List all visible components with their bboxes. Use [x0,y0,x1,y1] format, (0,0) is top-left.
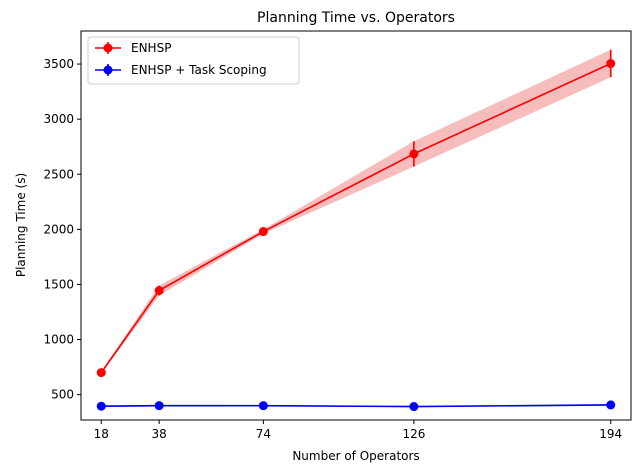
legend-box [87,36,300,85]
x-tick-label: 126 [402,427,425,441]
x-axis: 18 38 74 126 194 [94,420,622,441]
y-tick-label: 1500 [43,277,74,291]
series-point [258,227,268,237]
y-tick-label: 500 [51,388,74,402]
series-error-band [101,49,611,374]
x-axis-label: Number of Operators [292,449,419,463]
legend-label: ENHSP + Task Scoping [131,63,267,77]
legend: ENHSP ENHSP + Task Scoping [87,36,300,85]
x-tick-label: 18 [94,427,109,441]
series-0 [96,49,616,378]
y-tick-label: 1000 [43,333,74,347]
x-tick-label: 38 [152,427,167,441]
series-point [154,401,164,411]
y-tick-label: 3000 [43,112,74,126]
y-axis-label: Planning Time (s) [14,173,28,277]
legend-marker [103,43,113,53]
series-point [154,286,164,296]
series-point [606,400,616,410]
series-point [96,368,106,378]
plot-series [96,49,616,412]
series-point [409,402,419,412]
y-tick-label: 2000 [43,222,74,236]
chart-title: Planning Time vs. Operators [257,10,455,26]
series-line [101,404,611,408]
legend-marker [103,65,113,75]
series-point [96,401,106,411]
legend-label: ENHSP [131,41,171,55]
x-tick-label: 74 [256,427,271,441]
plot-area-frame [80,30,632,421]
series-point [258,401,268,411]
y-tick-label: 3500 [43,57,74,71]
series-point [409,149,419,159]
series-1 [96,400,616,412]
y-axis: 500 1000 1500 2000 2500 3000 3500 [43,57,81,402]
y-tick-label: 2500 [43,167,74,181]
x-tick-label: 194 [599,427,622,441]
series-point [606,59,616,69]
